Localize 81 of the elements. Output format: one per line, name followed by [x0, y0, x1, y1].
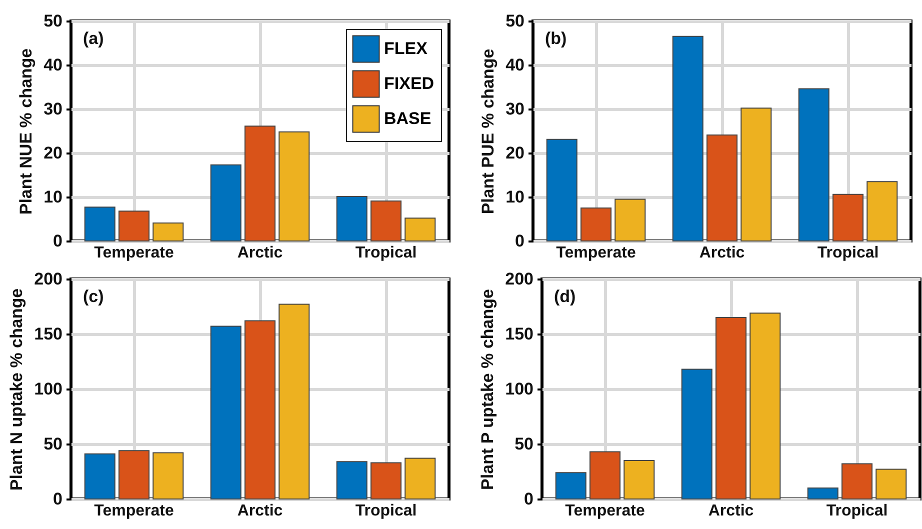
- legend-label: BASE: [384, 109, 432, 128]
- bar: [750, 312, 781, 500]
- bar: [336, 461, 368, 500]
- y-tick-label: 50: [506, 12, 524, 30]
- bar: [370, 200, 402, 242]
- bar: [807, 488, 838, 500]
- y-tick-label: 0: [53, 490, 62, 508]
- bar: [152, 452, 184, 500]
- annotation: (c): [83, 287, 104, 306]
- x-tick-label: Arctic: [708, 502, 754, 520]
- bar: [244, 126, 276, 242]
- y-axis-title: Plant N uptake % change: [7, 288, 26, 491]
- y-tick-label: 20: [44, 144, 62, 162]
- y-tick-label: 50: [44, 12, 62, 30]
- y-tick-label: 40: [506, 56, 524, 74]
- y-axis-title: Plant NUE % change: [16, 48, 36, 215]
- y-tick-label: 100: [34, 380, 62, 398]
- y-tick-label: 150: [505, 324, 534, 344]
- legend-label: FIXED: [384, 74, 434, 93]
- bar: [546, 138, 578, 242]
- bar: [404, 218, 436, 242]
- bar: [614, 198, 646, 242]
- bar: [84, 206, 116, 242]
- bar: [715, 317, 747, 500]
- y-tick-label: 150: [34, 324, 62, 344]
- annotation: (d): [554, 287, 576, 306]
- bar: [866, 181, 898, 242]
- bar: [555, 472, 586, 500]
- y-axis-title: Plant PUE % change: [478, 48, 498, 214]
- bar: [624, 460, 655, 500]
- y-tick-label: 50: [44, 434, 62, 454]
- bar: [118, 450, 150, 500]
- annotation: (a): [83, 29, 104, 48]
- y-tick-label: 0: [524, 490, 534, 508]
- bar: [798, 88, 830, 242]
- bar: [580, 208, 612, 242]
- bar: [152, 222, 184, 242]
- x-tick-label: Temperate: [94, 244, 174, 262]
- y-tick-label: 30: [44, 100, 62, 118]
- x-tick-label: Tropical: [826, 502, 888, 520]
- y-tick-label: 10: [506, 188, 524, 206]
- bar: [118, 210, 150, 242]
- bar: [589, 451, 621, 500]
- x-tick-label: Temperate: [94, 502, 174, 520]
- bar: [876, 468, 907, 500]
- bar: [210, 164, 242, 242]
- y-tick-label: 20: [506, 144, 524, 162]
- y-tick-label: 10: [44, 188, 62, 206]
- bar: [740, 108, 772, 242]
- bar: [404, 458, 436, 500]
- x-tick-label: Tropical: [817, 244, 879, 262]
- y-tick-label: 50: [514, 434, 534, 454]
- y-axis-title: Plant P uptake % change: [478, 289, 498, 490]
- y-tick-label: 200: [505, 270, 534, 288]
- y-tick-label: 0: [53, 232, 62, 250]
- y-tick-label: 40: [44, 56, 62, 74]
- x-tick-label: Tropical: [355, 244, 417, 262]
- bar: [681, 368, 712, 500]
- annotation: (b): [545, 29, 567, 48]
- bar: [244, 320, 276, 500]
- legend-label: FLEX: [384, 39, 428, 58]
- bar: [278, 304, 310, 500]
- bar: [278, 131, 310, 242]
- y-tick-label: 100: [505, 380, 534, 398]
- y-tick-label: 200: [34, 270, 62, 288]
- bar: [370, 462, 402, 500]
- y-tick-label: 0: [515, 232, 524, 250]
- x-tick-label: Temperate: [556, 244, 636, 262]
- bar: [336, 196, 368, 242]
- bar: [672, 36, 704, 242]
- bar: [706, 134, 738, 242]
- bar: [210, 326, 242, 500]
- x-tick-label: Arctic: [237, 502, 283, 520]
- x-tick-label: Tropical: [355, 502, 417, 520]
- x-tick-label: Temperate: [565, 502, 645, 520]
- y-tick-label: 30: [506, 100, 524, 118]
- bar: [841, 463, 873, 500]
- x-tick-label: Arctic: [237, 244, 283, 262]
- bar: [832, 194, 864, 242]
- x-tick-label: Arctic: [699, 244, 745, 262]
- bar: [84, 453, 116, 500]
